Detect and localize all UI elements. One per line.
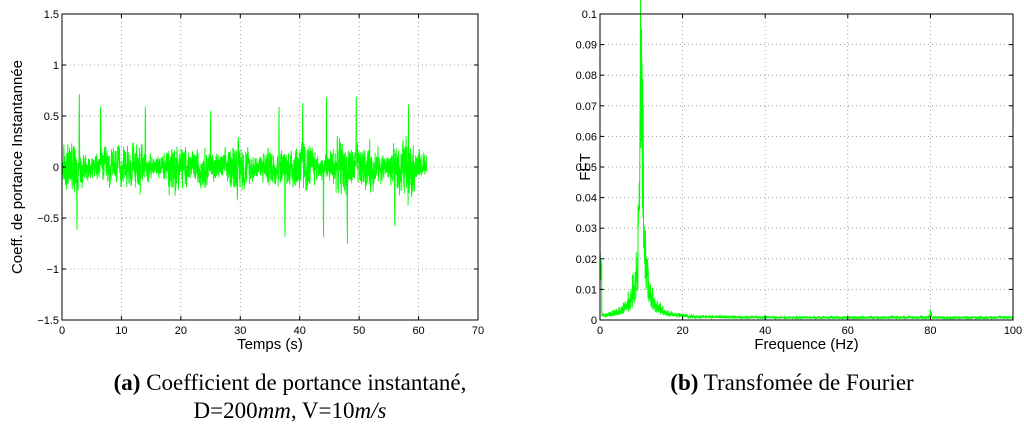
chart-b: 0 20 40 60 80 100 0 0.01 0.02 0.03 0.04 0.05 0.06 0.0… xyxy=(576,0,1023,353)
caption-a-velocity-unit: m/s xyxy=(354,398,387,423)
chart-b-x-tick-label: 100 xyxy=(1004,325,1022,337)
chart-a-x-tick-label: 0 xyxy=(59,325,65,337)
caption-b: (b) Transfomée de Fourier xyxy=(560,369,1024,397)
chart-b-y-tick-label: 0.06 xyxy=(576,131,597,143)
caption-a-text: Coefficient de portance instantané, xyxy=(146,370,467,395)
chart-a-y-tick-label: 0 xyxy=(53,162,59,174)
chart-a: 0 10 20 30 40 50 60 70 −1.5 −1 −0.5 0 0.5 1 1.5 Temps … xyxy=(9,9,484,353)
chart-b-x-tick-label: 0 xyxy=(597,325,603,337)
chart-b-series-line xyxy=(599,0,1014,321)
chart-a-y-tick-label: 1 xyxy=(53,60,59,72)
chart-a-y-tick-label: −1.5 xyxy=(37,315,59,327)
caption-b-text: Transfomée de Fourier xyxy=(703,370,914,395)
chart-a-y-tick-label: 1.5 xyxy=(44,9,59,21)
chart-a-y-axis-label: Coeff. de portance Instantannée xyxy=(9,60,26,274)
chart-b-x-tick-label: 60 xyxy=(842,325,854,337)
chart-b-y-tick-label: 0.08 xyxy=(576,70,597,82)
chart-a-x-tick-label: 50 xyxy=(353,325,365,337)
chart-a-y-tick-label: −1 xyxy=(46,264,59,276)
chart-b-y-tick-label: 0.04 xyxy=(576,193,597,205)
chart-b-y-tick-label: 0.09 xyxy=(576,40,597,52)
chart-b-y-tick-label: 0 xyxy=(591,315,597,327)
caption-a-velocity: , V=10 xyxy=(290,398,355,423)
chart-b-ticks: 0 20 40 60 80 100 0 0.01 0.02 0.03 0.04 0.05 0.06 0.0… xyxy=(576,9,1023,337)
chart-a-y-tick-label: −0.5 xyxy=(37,213,59,225)
chart-b-y-axis-label: FFT xyxy=(577,153,594,181)
chart-b-x-axis-label: Frequence (Hz) xyxy=(754,336,858,353)
caption-a-diameter-unit: mm xyxy=(257,398,291,423)
chart-a-x-tick-label: 10 xyxy=(115,325,127,337)
chart-a-y-tick-label: 0.5 xyxy=(44,111,59,123)
chart-b-grid xyxy=(600,14,1013,320)
chart-b-y-tick-label: 0.03 xyxy=(576,223,597,235)
caption-b-label: (b) xyxy=(670,370,699,395)
caption-a-line1: (a) Coefficient de portance instantané, xyxy=(20,369,560,397)
chart-b-x-tick-label: 80 xyxy=(924,325,936,337)
chart-b-y-tick-label: 0.02 xyxy=(576,254,597,266)
chart-a-x-axis-label: Temps (s) xyxy=(237,336,303,353)
chart-b-x-tick-label: 40 xyxy=(759,325,771,337)
chart-b-x-tick-label: 20 xyxy=(676,325,688,337)
chart-a-x-tick-label: 60 xyxy=(412,325,424,337)
chart-a-x-tick-label: 70 xyxy=(472,325,484,337)
chart-a-x-tick-label: 30 xyxy=(234,325,246,337)
chart-b-y-tick-label: 0.1 xyxy=(582,9,597,21)
chart-a-x-tick-label: 20 xyxy=(175,325,187,337)
chart-b-y-tick-label: 0.01 xyxy=(576,284,597,296)
caption-a-diameter: D=200 xyxy=(193,398,258,423)
chart-b-y-tick-label: 0.05 xyxy=(576,162,597,174)
caption-a-line2: D=200mm, V=10m/s xyxy=(20,397,560,425)
chart-b-y-tick-label: 0.07 xyxy=(576,101,597,113)
caption-a-label: (a) xyxy=(113,370,141,395)
chart-a-ticks: 0 10 20 30 40 50 60 70 −1.5 −1 −0.5 0 0.5 1 1.5 xyxy=(37,9,484,337)
chart-a-series-line xyxy=(61,94,428,244)
caption-a: (a) Coefficient de portance instantané, … xyxy=(20,369,560,425)
chart-a-x-tick-label: 40 xyxy=(294,325,306,337)
chart-b-plot-area xyxy=(600,14,1013,320)
